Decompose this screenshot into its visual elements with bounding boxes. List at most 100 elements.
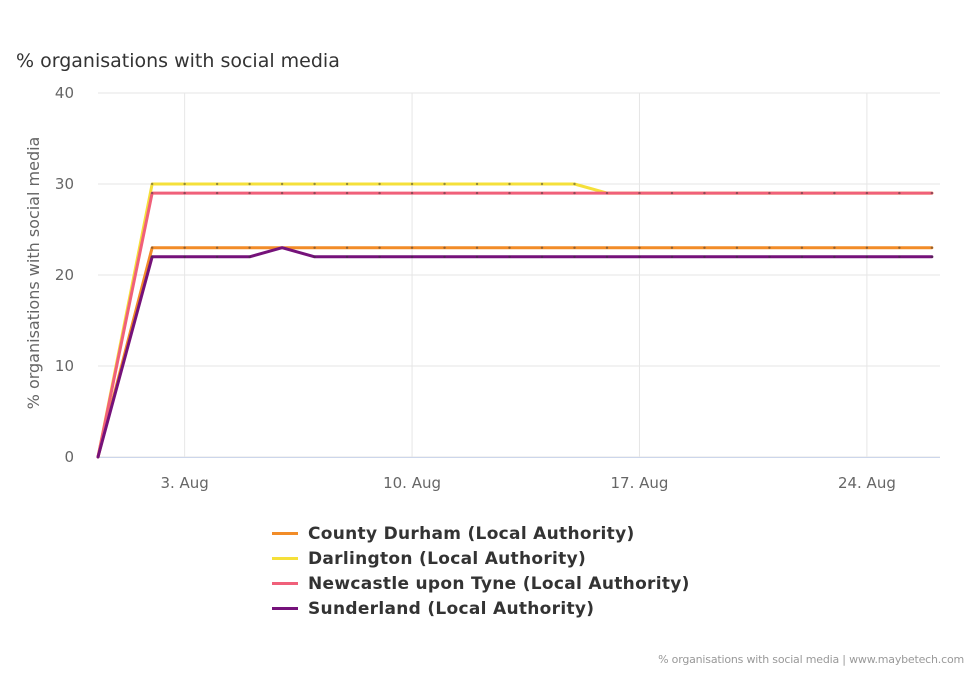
credits[interactable]: % organisations with social media | www.… [658, 653, 964, 666]
data-point[interactable] [410, 246, 414, 249]
data-point[interactable] [248, 191, 251, 195]
legend-item[interactable]: Sunderland (Local Authority) [272, 596, 690, 621]
data-point[interactable] [183, 255, 186, 258]
legend-item[interactable]: County Durham (Local Authority) [272, 521, 690, 546]
series-line[interactable] [96, 182, 934, 459]
data-point[interactable] [475, 255, 479, 258]
data-point[interactable] [735, 255, 739, 258]
data-point[interactable] [345, 255, 349, 258]
data-point[interactable] [345, 182, 349, 186]
series-line[interactable] [96, 191, 934, 459]
data-point[interactable] [768, 255, 771, 258]
data-point[interactable] [800, 246, 804, 249]
data-point[interactable] [703, 246, 706, 249]
series-line[interactable] [96, 246, 934, 459]
data-point[interactable] [443, 182, 446, 186]
data-point[interactable] [443, 191, 446, 195]
data-point[interactable] [150, 191, 154, 195]
data-point[interactable] [800, 255, 804, 258]
data-point[interactable] [345, 191, 349, 195]
data-point[interactable] [313, 255, 316, 258]
series-group[interactable] [96, 246, 934, 459]
data-point[interactable] [573, 255, 576, 258]
data-point[interactable] [215, 255, 219, 258]
data-point[interactable] [605, 255, 609, 258]
data-point[interactable] [573, 182, 576, 186]
data-point[interactable] [378, 191, 381, 195]
series-group[interactable] [96, 182, 934, 459]
data-point[interactable] [605, 191, 609, 195]
series-group[interactable] [96, 191, 934, 459]
data-point[interactable] [183, 182, 186, 186]
data-point[interactable] [573, 246, 576, 249]
data-point[interactable] [540, 182, 544, 186]
data-point[interactable] [865, 255, 869, 258]
data-point[interactable] [670, 246, 674, 249]
series-line[interactable] [96, 246, 934, 459]
data-point[interactable] [800, 191, 804, 195]
data-point[interactable] [638, 191, 641, 195]
data-point[interactable] [150, 246, 154, 249]
data-point[interactable] [898, 246, 901, 249]
data-point[interactable] [508, 246, 511, 249]
legend-item[interactable]: Darlington (Local Authority) [272, 546, 690, 571]
data-point[interactable] [703, 255, 706, 258]
data-point[interactable] [150, 182, 154, 186]
data-point[interactable] [930, 191, 934, 195]
data-point[interactable] [540, 255, 544, 258]
data-point[interactable] [248, 246, 251, 249]
data-point[interactable] [183, 191, 186, 195]
data-point[interactable] [215, 182, 219, 186]
data-point[interactable] [768, 191, 771, 195]
data-point[interactable] [443, 255, 446, 258]
data-point[interactable] [475, 191, 479, 195]
data-point[interactable] [833, 255, 836, 258]
data-point[interactable] [865, 246, 869, 249]
series-group[interactable] [96, 246, 934, 459]
data-point[interactable] [410, 255, 414, 258]
data-point[interactable] [638, 255, 641, 258]
data-point[interactable] [345, 246, 349, 249]
data-point[interactable] [508, 191, 511, 195]
data-point[interactable] [768, 246, 771, 249]
data-point[interactable] [605, 246, 609, 249]
data-point[interactable] [215, 191, 219, 195]
legend-item[interactable]: Newcastle upon Tyne (Local Authority) [272, 571, 690, 596]
data-point[interactable] [703, 191, 706, 195]
data-point[interactable] [150, 255, 154, 258]
data-point[interactable] [410, 182, 414, 186]
data-point[interactable] [215, 246, 219, 249]
data-point[interactable] [280, 191, 284, 195]
data-point[interactable] [508, 255, 511, 258]
data-point[interactable] [735, 246, 739, 249]
data-point[interactable] [475, 182, 479, 186]
data-point[interactable] [378, 255, 381, 258]
data-point[interactable] [573, 191, 576, 195]
data-point[interactable] [183, 246, 186, 249]
data-point[interactable] [313, 191, 316, 195]
data-point[interactable] [670, 191, 674, 195]
data-point[interactable] [248, 255, 251, 258]
data-point[interactable] [410, 191, 414, 195]
data-point[interactable] [378, 246, 381, 249]
data-point[interactable] [313, 182, 316, 186]
data-point[interactable] [898, 191, 901, 195]
data-point[interactable] [735, 191, 739, 195]
data-point[interactable] [833, 191, 836, 195]
data-point[interactable] [930, 255, 934, 258]
data-point[interactable] [443, 246, 446, 249]
data-point[interactable] [930, 246, 934, 249]
data-point[interactable] [865, 191, 869, 195]
data-point[interactable] [280, 182, 284, 186]
data-point[interactable] [833, 246, 836, 249]
data-point[interactable] [378, 182, 381, 186]
data-point[interactable] [540, 246, 544, 249]
data-point[interactable] [540, 191, 544, 195]
data-point[interactable] [313, 246, 316, 249]
data-point[interactable] [475, 246, 479, 249]
data-point[interactable] [508, 182, 511, 186]
data-point[interactable] [670, 255, 674, 258]
data-point[interactable] [248, 182, 251, 186]
data-point[interactable] [898, 255, 901, 258]
data-point[interactable] [638, 246, 641, 249]
